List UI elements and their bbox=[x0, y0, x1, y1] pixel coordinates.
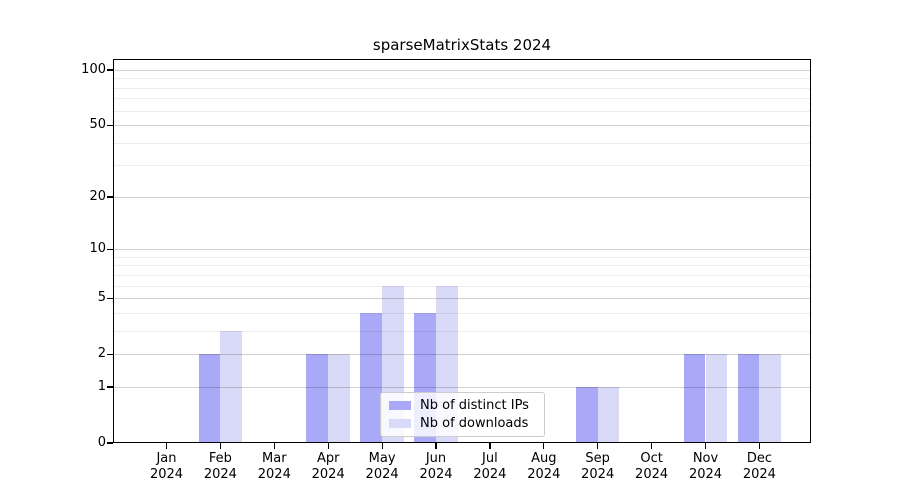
x-tick-label: Jan 2024 bbox=[149, 451, 184, 482]
legend-label-downloads: Nb of downloads bbox=[420, 416, 529, 431]
legend-item-downloads: Nb of downloads bbox=[389, 416, 536, 431]
bar-may-distinct-ips bbox=[360, 312, 383, 443]
y-tick-label: 0 bbox=[97, 435, 106, 450]
major-gridline bbox=[113, 125, 811, 127]
x-tick-label: Oct 2024 bbox=[635, 451, 669, 482]
y-tick-label: 1 bbox=[97, 378, 106, 394]
x-tick-label: May 2024 bbox=[365, 451, 399, 482]
chart-title: sparseMatrixStats 2024 bbox=[372, 36, 552, 54]
bar-sep-downloads bbox=[597, 386, 620, 443]
y-tick-mark bbox=[107, 442, 113, 444]
x-tick-mark bbox=[597, 443, 599, 449]
bar-apr-distinct-ips bbox=[306, 354, 329, 443]
x-tick-label: Jul 2024 bbox=[473, 451, 507, 482]
bar-nov-downloads bbox=[705, 354, 728, 443]
bar-feb-downloads bbox=[220, 330, 243, 443]
y-tick-mark bbox=[107, 124, 113, 126]
minor-gridline bbox=[113, 78, 811, 80]
y-tick-mark bbox=[107, 196, 113, 198]
x-tick-label: Nov 2024 bbox=[688, 451, 723, 482]
major-gridline bbox=[113, 249, 811, 251]
minor-gridline bbox=[113, 110, 811, 112]
major-gridline bbox=[113, 196, 811, 198]
minor-gridline bbox=[113, 256, 811, 258]
legend-swatch-downloads bbox=[389, 419, 411, 428]
x-tick-label: Apr 2024 bbox=[311, 451, 345, 482]
legend: Nb of distinct IPs Nb of downloads bbox=[380, 392, 545, 437]
x-tick-label: Aug 2024 bbox=[527, 451, 561, 482]
x-tick-label: Feb 2024 bbox=[203, 451, 237, 482]
x-tick-mark bbox=[543, 443, 545, 449]
x-tick-mark bbox=[651, 443, 653, 449]
minor-gridline bbox=[113, 274, 811, 276]
minor-gridline bbox=[113, 87, 811, 89]
y-tick-label: 20 bbox=[89, 188, 106, 204]
y-tick-label: 50 bbox=[89, 117, 106, 133]
minor-gridline bbox=[113, 312, 811, 314]
minor-gridline bbox=[113, 285, 811, 287]
x-tick-mark bbox=[381, 443, 383, 449]
y-tick-mark bbox=[107, 386, 113, 388]
y-tick-mark bbox=[107, 248, 113, 250]
x-tick-mark bbox=[219, 443, 222, 449]
legend-label-distinct-ips: Nb of distinct IPs bbox=[420, 398, 529, 413]
y-tick-label: 5 bbox=[97, 290, 106, 306]
x-tick-label: Mar 2024 bbox=[257, 451, 291, 482]
minor-gridline bbox=[113, 165, 811, 167]
major-gridline bbox=[113, 298, 811, 300]
x-tick-label: Sep 2024 bbox=[581, 451, 615, 482]
x-tick-mark bbox=[327, 443, 329, 449]
minor-gridline bbox=[113, 330, 811, 332]
x-tick-label: Dec 2024 bbox=[742, 451, 776, 482]
y-tick-label: 100 bbox=[81, 62, 106, 77]
bar-sep-distinct-ips bbox=[575, 386, 598, 443]
bar-dec-downloads bbox=[759, 354, 782, 443]
bar-feb-distinct-ips bbox=[198, 354, 221, 443]
x-tick-mark bbox=[165, 443, 168, 449]
x-tick-mark bbox=[489, 443, 491, 449]
bar-dec-distinct-ips bbox=[737, 354, 760, 443]
x-tick-mark bbox=[758, 443, 761, 449]
x-tick-mark bbox=[704, 443, 707, 449]
x-tick-mark bbox=[273, 443, 275, 449]
major-gridline bbox=[113, 70, 811, 71]
y-tick-mark bbox=[107, 69, 113, 71]
minor-gridline bbox=[113, 98, 811, 100]
legend-swatch-distinct-ips bbox=[389, 401, 411, 410]
x-tick-label: Jun 2024 bbox=[419, 451, 453, 482]
y-tick-mark bbox=[107, 297, 113, 299]
minor-gridline bbox=[113, 142, 811, 144]
legend-item-distinct-ips: Nb of distinct IPs bbox=[389, 398, 536, 413]
bar-apr-downloads bbox=[328, 354, 350, 443]
minor-gridline bbox=[113, 265, 811, 267]
y-tick-label: 10 bbox=[89, 241, 106, 257]
y-tick-label: 2 bbox=[97, 346, 106, 362]
x-tick-mark bbox=[435, 443, 437, 449]
y-tick-mark bbox=[107, 353, 113, 355]
bar-nov-distinct-ips bbox=[683, 354, 706, 443]
